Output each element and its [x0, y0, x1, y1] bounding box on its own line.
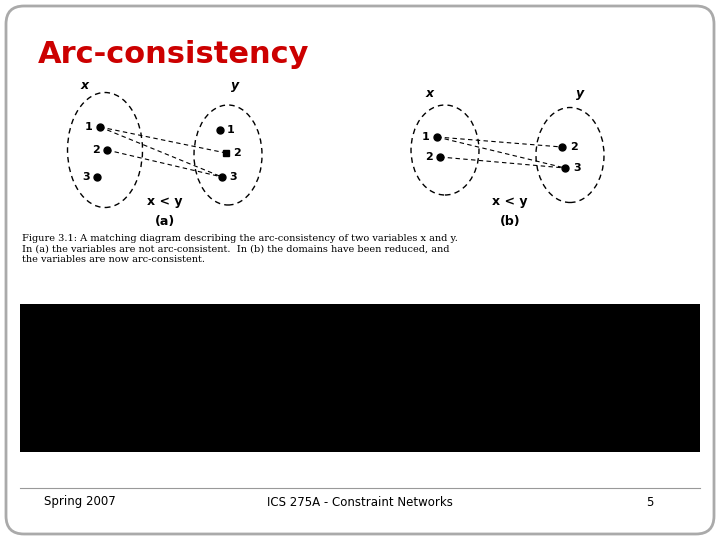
Text: 2: 2: [570, 142, 578, 152]
Text: 3: 3: [573, 163, 581, 173]
Text: Spring 2007: Spring 2007: [44, 496, 116, 509]
Bar: [20, 304, 700, 452]
Text: x: x: [426, 87, 434, 100]
Text: (b): (b): [500, 215, 521, 228]
Text: x < y: x < y: [492, 195, 528, 208]
FancyBboxPatch shape: [6, 6, 714, 534]
Text: 2: 2: [233, 148, 241, 158]
Text: 3: 3: [229, 172, 237, 182]
Text: Arc-consistency: Arc-consistency: [38, 40, 310, 69]
Text: x: x: [81, 79, 89, 92]
Text: (a): (a): [155, 215, 175, 228]
Text: Figure 3.1: A matching diagram describing the arc-consistency of two variables x: Figure 3.1: A matching diagram describin…: [22, 234, 458, 264]
Text: 1: 1: [422, 132, 430, 142]
Text: x < y: x < y: [148, 195, 183, 208]
Text: 1: 1: [85, 122, 93, 132]
Text: 1: 1: [227, 125, 235, 135]
Text: y: y: [576, 87, 584, 100]
Text: y: y: [231, 79, 239, 92]
Text: 2: 2: [92, 145, 100, 155]
Text: ICS 275A - Constraint Networks: ICS 275A - Constraint Networks: [267, 496, 453, 509]
Text: 3: 3: [82, 172, 90, 182]
Text: 2: 2: [425, 152, 433, 162]
Text: 5: 5: [647, 496, 654, 509]
